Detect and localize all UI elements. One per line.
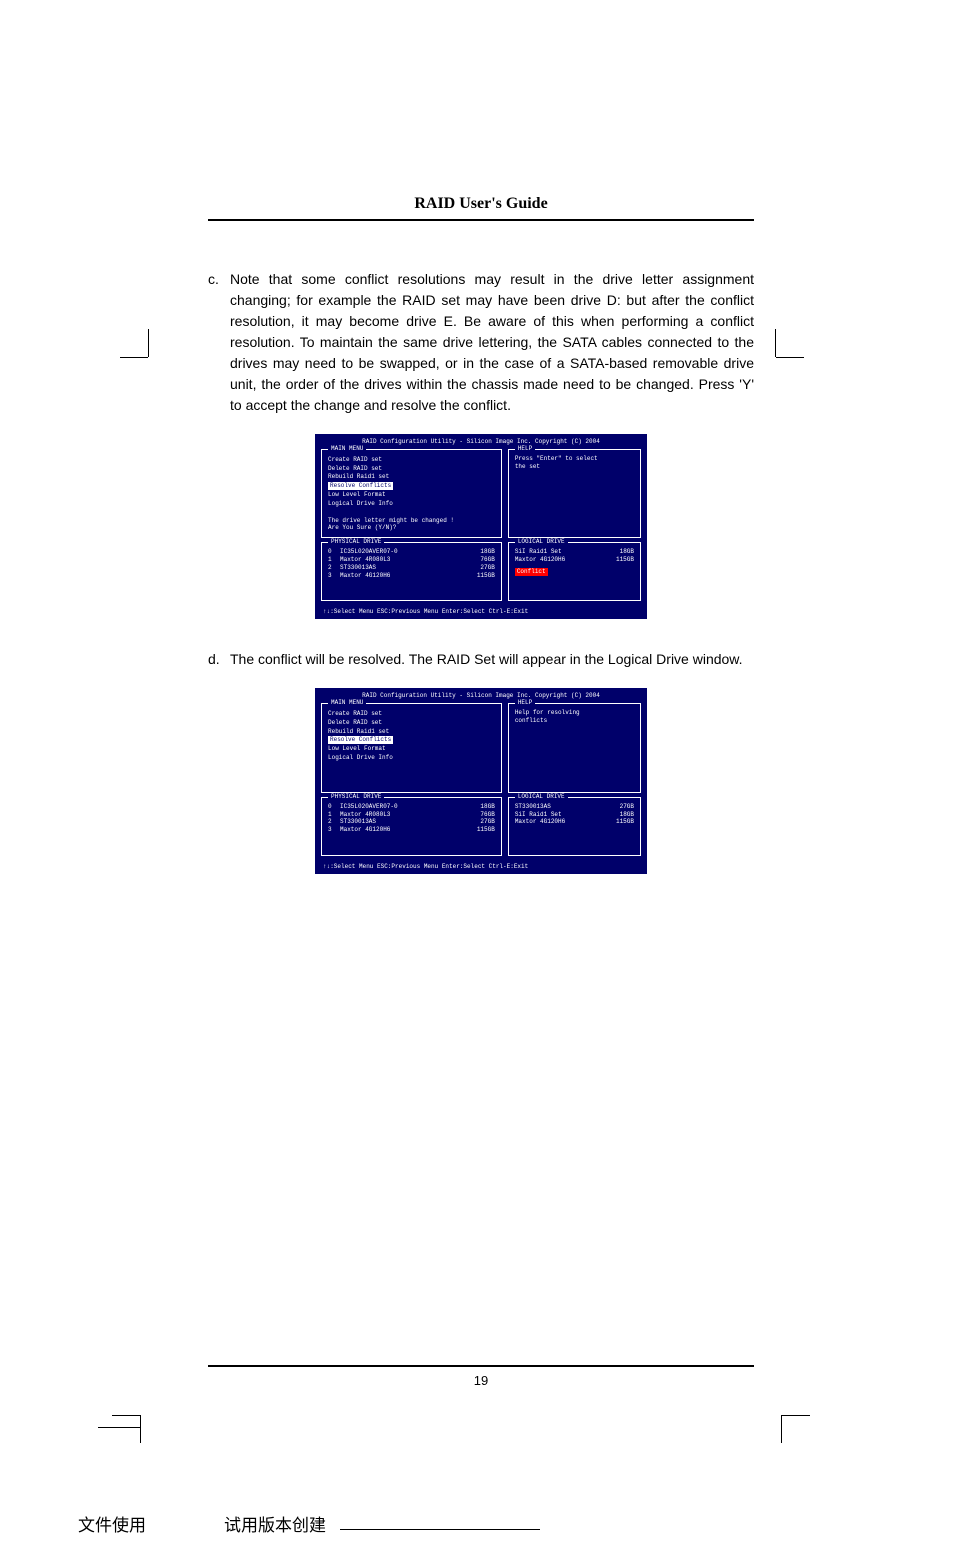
bios-prompt: The drive letter might be changed !	[328, 517, 495, 525]
drive-row: Maxtor 4G120H6115GB	[515, 818, 634, 826]
paragraph-d: d. The conflict will be resolved. The RA…	[208, 649, 754, 670]
page-title: RAID User's Guide	[208, 195, 754, 221]
list-marker: d.	[208, 649, 230, 670]
page: RAID User's Guide c. Note that some conf…	[0, 195, 954, 1544]
bios-physical-drive-panel: PHYSICAL DRIVE 0IC35L020AVER07-018GB 1Ma…	[321, 542, 502, 601]
crop-mark	[140, 1415, 141, 1443]
panel-label: MAIN MENU	[328, 699, 366, 707]
menu-item: Logical Drive Info	[328, 754, 495, 762]
panel-label: PHYSICAL DRIVE	[328, 793, 384, 801]
drive-row: 2ST330013AS27GB	[328, 818, 495, 826]
crop-mark	[112, 1415, 140, 1416]
list-marker: c.	[208, 269, 230, 416]
bios-title: RAID Configuration Utility - Silicon Ima…	[321, 692, 641, 700]
menu-item-selected: Resolve Conflicts	[328, 482, 393, 490]
bios-footer: ↑↓:Select Menu ESC:Previous Menu Enter:S…	[321, 605, 641, 619]
bios-logical-drive-panel: LOGICAL DRIVE ST330013AS27GB SiI Raid1 S…	[508, 797, 641, 856]
menu-item: Create RAID set	[328, 456, 495, 464]
help-text: Help for resolving	[515, 709, 634, 717]
crop-mark	[98, 1427, 140, 1428]
menu-item: Create RAID set	[328, 710, 495, 718]
bios-footer: ↑↓:Select Menu ESC:Previous Menu Enter:S…	[321, 860, 641, 874]
help-text: the set	[515, 463, 634, 471]
panel-label: HELP	[515, 699, 535, 707]
drive-row: SiI Raid1 Set18GB	[515, 548, 634, 556]
crop-mark	[782, 1415, 810, 1416]
drive-row: SiI Raid1 Set18GB	[515, 811, 634, 819]
drive-row: 0IC35L020AVER07-018GB	[328, 548, 495, 556]
menu-item: Low Level Format	[328, 745, 495, 753]
drive-row: 1Maxtor 4R080L376GB	[328, 811, 495, 819]
bios-help-panel: HELP Help for resolving conflicts	[508, 703, 641, 793]
bios-menu: Create RAID set Delete RAID set Rebuild …	[328, 456, 495, 508]
crop-mark	[781, 1415, 782, 1443]
paragraph-body: Note that some conflict resolutions may …	[230, 269, 754, 416]
content-area: RAID User's Guide c. Note that some conf…	[208, 195, 754, 874]
conflict-badge: Conflict	[515, 568, 548, 576]
drive-row: ST330013AS27GB	[515, 803, 634, 811]
page-number: 19	[474, 1373, 488, 1388]
panel-label: PHYSICAL DRIVE	[328, 538, 384, 546]
menu-item: Delete RAID set	[328, 465, 495, 473]
panel-label: MAIN MENU	[328, 445, 366, 453]
help-text: conflicts	[515, 717, 634, 725]
bios-logical-drive-panel: LOGICAL DRIVE SiI Raid1 Set18GB Maxtor 4…	[508, 542, 641, 601]
panel-label: LOGICAL DRIVE	[515, 793, 568, 801]
paragraph-c: c. Note that some conflict resolutions m…	[208, 269, 754, 416]
watermark-line	[340, 1529, 540, 1530]
panel-label: HELP	[515, 445, 535, 453]
panel-label: LOGICAL DRIVE	[515, 538, 568, 546]
bios-screenshot-2: RAID Configuration Utility - Silicon Ima…	[315, 688, 647, 874]
menu-item: Rebuild Raid1 set	[328, 473, 495, 481]
bios-main-menu-panel: MAIN MENU Create RAID set Delete RAID se…	[321, 703, 502, 793]
menu-item-selected: Resolve Conflicts	[328, 736, 393, 744]
watermark-text: 文件使用	[78, 1511, 146, 1536]
bios-menu: Create RAID set Delete RAID set Rebuild …	[328, 710, 495, 762]
drive-row: 3Maxtor 4G120H6115GB	[328, 572, 495, 580]
bios-main-menu-panel: MAIN MENU Create RAID set Delete RAID se…	[321, 449, 502, 538]
crop-mark	[120, 357, 148, 358]
drive-row: 2ST330013AS27GB	[328, 564, 495, 572]
drive-row: 0IC35L020AVER07-018GB	[328, 803, 495, 811]
drive-row: 1Maxtor 4R080L376GB	[328, 556, 495, 564]
bios-physical-drive-panel: PHYSICAL DRIVE 0IC35L020AVER07-018GB 1Ma…	[321, 797, 502, 856]
menu-item: Rebuild Raid1 set	[328, 728, 495, 736]
help-text: Press "Enter" to select	[515, 455, 634, 463]
menu-item: Low Level Format	[328, 491, 495, 499]
drive-row: 3Maxtor 4G120H6115GB	[328, 826, 495, 834]
watermark-text: 试用版本创建	[224, 1511, 326, 1536]
crop-mark	[148, 329, 149, 357]
crop-mark	[776, 357, 804, 358]
bios-screenshot-1: RAID Configuration Utility - Silicon Ima…	[315, 434, 647, 619]
crop-mark	[775, 329, 776, 357]
bios-help-panel: HELP Press "Enter" to select the set	[508, 449, 641, 538]
page-footer: 19	[208, 1365, 754, 1388]
bios-title: RAID Configuration Utility - Silicon Ima…	[321, 438, 641, 446]
paragraph-body: The conflict will be resolved. The RAID …	[230, 649, 754, 670]
menu-item: Logical Drive Info	[328, 500, 495, 508]
drive-row: Maxtor 4G120H6115GB	[515, 556, 634, 564]
menu-item: Delete RAID set	[328, 719, 495, 727]
bios-prompt: Are You Sure (Y/N)?	[328, 524, 495, 532]
